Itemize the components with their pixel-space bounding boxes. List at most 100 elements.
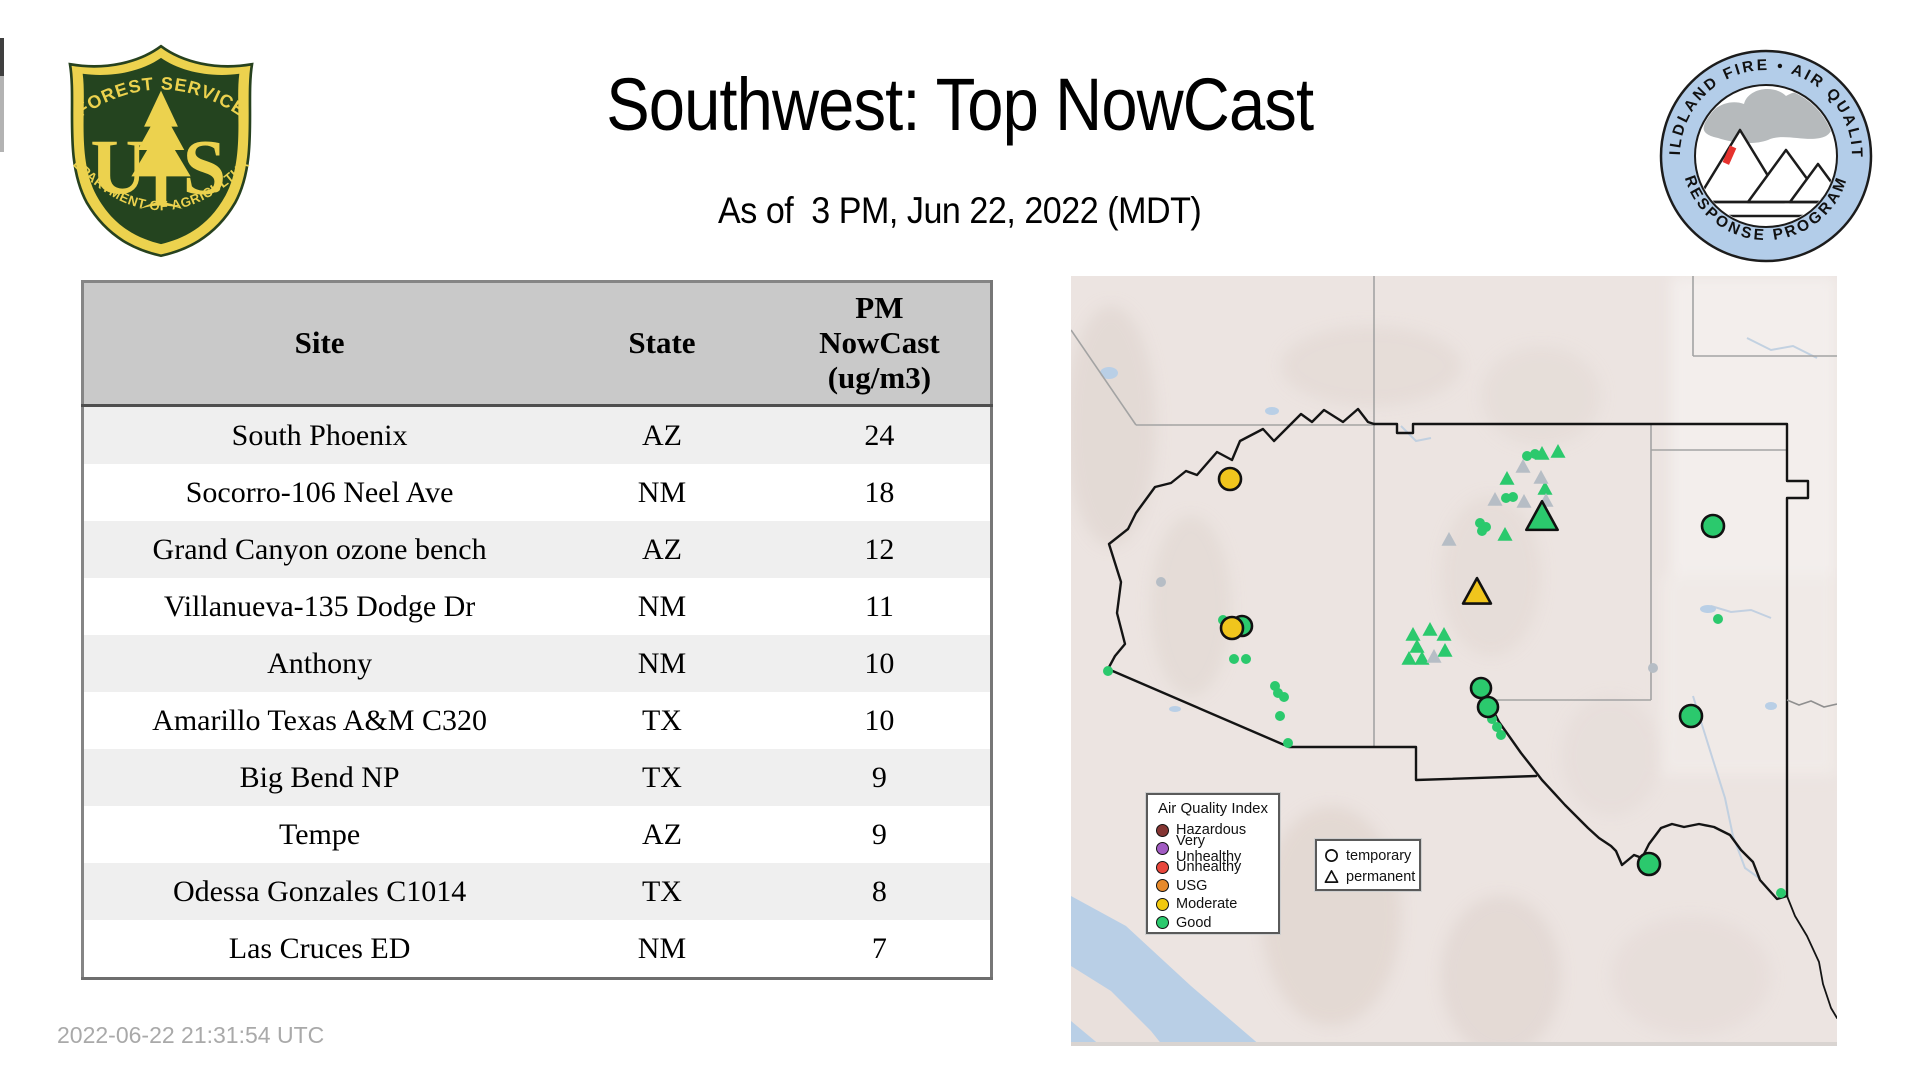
river-hints — [1400, 337, 1818, 879]
monitor-triangle-good — [1436, 626, 1452, 641]
monitor-circle-good — [1469, 676, 1493, 700]
pm-value-cell: 18 — [768, 464, 992, 521]
legend-item-permanent: permanent — [1324, 866, 1415, 887]
monitor-triangle-nodata — [1515, 458, 1531, 473]
monitor-circle-good — [1776, 888, 1786, 898]
aqi-legend-label: Unhealthy — [1176, 859, 1242, 876]
site-cell: Amarillo Texas A&M C320 — [82, 692, 556, 749]
state-cell: AZ — [555, 405, 769, 464]
monitor-circle-moderate — [1219, 615, 1245, 641]
monitor-triangle-good — [1534, 445, 1550, 460]
pm-value-cell: 24 — [768, 405, 992, 464]
site-cell: Villanueva-135 Dodge Dr — [82, 578, 556, 635]
monitor-circle-good — [1713, 614, 1723, 624]
legend-item-temporary: temporary — [1324, 845, 1412, 866]
monitor-circle-good — [1522, 451, 1532, 461]
aqi-color-swatch — [1156, 823, 1169, 837]
monitor-triangle-good — [1414, 650, 1430, 665]
aqi-legend-title: Air Quality Index — [1157, 800, 1269, 817]
monitor-circle-good — [1678, 703, 1704, 729]
table-body: South Phoenix AZ 24 Socorro-106 Neel Ave NM 1… — [82, 405, 992, 979]
monitor-triangle-moderate — [1461, 576, 1493, 605]
monitor-circle-nodata — [1648, 663, 1658, 673]
state-cell: NM — [555, 920, 769, 979]
pm-value-cell: 8 — [768, 863, 992, 920]
page-title: Southwest: Top NowCast — [606, 63, 1315, 146]
aqi-legend-item: Very Unhealthy — [1156, 833, 1270, 865]
monitor-circle-good — [1476, 695, 1500, 719]
monitor-triangle-good — [1499, 470, 1515, 485]
table-row: Tempe AZ 9 — [82, 806, 992, 863]
screen-edge-artifact — [0, 76, 4, 152]
monitor-triangle-good — [1405, 626, 1421, 641]
column-header-site: Site — [82, 281, 556, 407]
shape-legend: temporary permanent — [1314, 838, 1422, 892]
pm-value-cell: 10 — [768, 635, 992, 692]
monitor-circle-good — [1103, 666, 1113, 676]
monitor-circle-good — [1275, 711, 1285, 721]
monitor-circle-good — [1241, 654, 1251, 664]
temporary-circle-icon — [1325, 849, 1338, 862]
table-row: Socorro-106 Neel Ave NM 18 — [82, 464, 992, 521]
monitor-circle-good — [1636, 851, 1662, 877]
pm-value-cell: 12 — [768, 521, 992, 578]
aqi-legend-label: Hazardous — [1176, 822, 1247, 839]
monitor-circle-good — [1508, 492, 1518, 502]
monitor-circle-good — [1492, 722, 1502, 732]
site-cell: Odessa Gonzales C1014 — [82, 863, 556, 920]
aqi-legend-item: Good — [1156, 914, 1270, 933]
monitor-triangle-good — [1525, 499, 1559, 532]
monitor-circle-good — [1279, 692, 1289, 702]
pm-value-cell: 9 — [768, 749, 992, 806]
state-cell: TX — [555, 692, 769, 749]
aqi-color-swatch — [1156, 897, 1169, 911]
state-cell: NM — [555, 464, 769, 521]
column-header-state: State — [555, 281, 769, 407]
aqi-color-swatch — [1156, 842, 1169, 856]
table-row: South Phoenix AZ 24 — [82, 405, 992, 464]
legend-label: temporary — [1346, 847, 1412, 864]
region-boundary — [1106, 407, 1837, 1019]
table-header-row: Site State PM NowCast (ug/m3) — [82, 281, 992, 407]
table-row: Grand Canyon ozone bench AZ 12 — [82, 521, 992, 578]
site-cell: Grand Canyon ozone bench — [82, 521, 556, 578]
monitor-circle-nodata — [1156, 577, 1166, 587]
red-river — [1786, 699, 1837, 708]
map-bottom-edge — [1071, 1042, 1837, 1046]
column-header-pm-nowcast: PM NowCast (ug/m3) — [768, 281, 992, 407]
aqi-legend-label: Very Unhealthy — [1176, 832, 1242, 865]
monitor-triangle-nodata — [1533, 469, 1549, 484]
state-cell: TX — [555, 749, 769, 806]
table-row: Big Bend NP TX 9 — [82, 749, 992, 806]
aqi-legend-item: Unhealthy — [1156, 858, 1270, 877]
page-subtitle: As of 3 PM, Jun 22, 2022 (MDT) — [718, 190, 1202, 231]
site-cell: Socorro-106 Neel Ave — [82, 464, 556, 521]
aqi-legend: Air Quality Index Hazardous Very Unhealth… — [1145, 792, 1281, 935]
state-cell: AZ — [555, 806, 769, 863]
table-row: Las Cruces ED NM 7 — [82, 920, 992, 979]
air-quality-map: Air Quality Index Hazardous Very Unhealth… — [1071, 276, 1837, 1046]
monitor-triangle-good — [1550, 443, 1566, 458]
pm-value-cell: 9 — [768, 806, 992, 863]
state-cell: AZ — [555, 521, 769, 578]
monitor-circle-good — [1496, 730, 1506, 740]
site-cell: Anthony — [82, 635, 556, 692]
pm-value-cell: 10 — [768, 692, 992, 749]
monitor-triangle-good — [1497, 526, 1513, 541]
table-row: Anthony NM 10 — [82, 635, 992, 692]
monitor-circle-good — [1283, 738, 1293, 748]
site-cell: Big Bend NP — [82, 749, 556, 806]
usfs-letter-s: S — [183, 123, 227, 210]
aqi-legend-item: Moderate — [1156, 895, 1270, 914]
aqi-color-swatch — [1156, 916, 1169, 930]
site-cell: Tempe — [82, 806, 556, 863]
table-row: Amarillo Texas A&M C320 TX 10 — [82, 692, 992, 749]
generation-timestamp: 2022-06-22 21:31:54 UTC — [57, 1022, 325, 1048]
site-cell: South Phoenix — [82, 405, 556, 464]
state-cell: NM — [555, 578, 769, 635]
state-cell: NM — [555, 635, 769, 692]
nowcast-table: Site State PM NowCast (ug/m3) South Phoe… — [81, 280, 993, 980]
monitor-triangle-good — [1401, 650, 1417, 665]
smoke-cloud — [1703, 89, 1834, 144]
monitor-circle-good — [1477, 526, 1487, 536]
